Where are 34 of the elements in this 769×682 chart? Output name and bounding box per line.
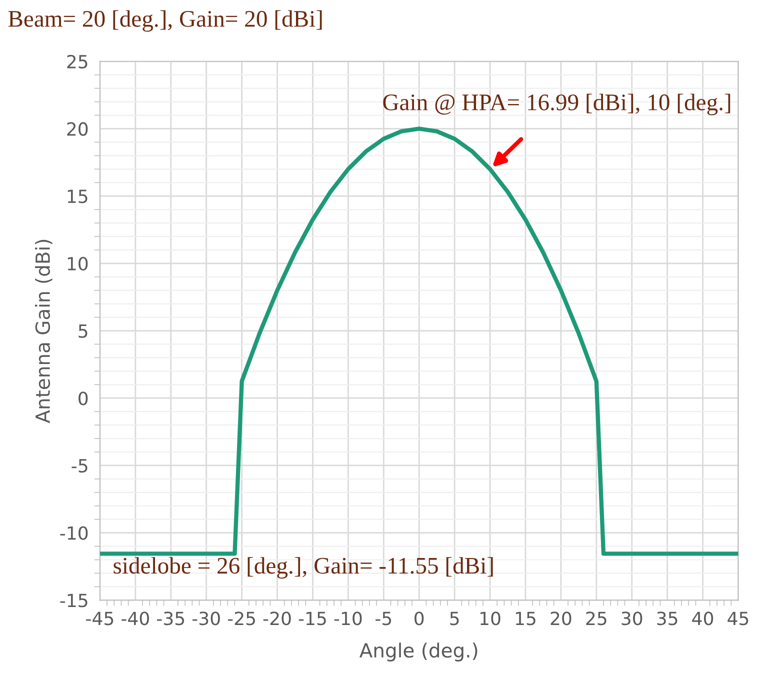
x-tick-label: 25 [586,612,606,626]
y-tick-label: -15 [60,594,88,608]
x-tick-label: -15 [298,612,326,626]
y-tick-label: 10 [68,256,88,271]
x-tick-label: -20 [263,612,291,626]
chart-title: Beam= 20 [deg.], Gain= 20 [dBi] [8,10,322,32]
x-tick-label: -45 [86,612,114,626]
y-axis-title: Antenna Gain (dBi) [34,240,52,424]
x-tick-label: -5 [376,612,392,626]
y-tick-label: 20 [67,122,88,136]
x-tick-label: 0 [414,612,424,626]
y-tick-label: 15 [68,190,88,204]
x-tick-label: 5 [450,612,459,626]
x-tick-label: -40 [122,612,149,626]
x-tick-label: -25 [228,612,255,626]
y-tick-label: 5 [78,324,88,338]
y-tick-label: 0 [78,392,88,406]
x-tick-label: 15 [516,612,536,626]
line-series [100,126,738,556]
x-tick-label: -10 [334,612,362,626]
y-tick-label: -5 [72,459,88,473]
x-tick-label: -30 [192,612,220,626]
x-tick-label: 35 [657,612,678,626]
x-tick-label: -35 [157,612,184,626]
x-tick-label: 45 [728,612,748,626]
annotation: sidelobe = 26 [deg.], Gain= -11.55 [dBi] [114,557,493,579]
y-tick-label: -10 [60,526,88,540]
x-tick-label: 30 [622,612,642,626]
y-tick-label: 25 [67,54,88,68]
annotation: Gain @ HPA= 16.99 [dBi], 10 [deg.] [383,94,730,116]
x-tick-label: 20 [550,612,572,626]
x-tick-label: 10 [480,612,500,626]
x-axis-title: Angle (deg.) [359,642,478,662]
x-tick-label: 40 [692,612,714,626]
